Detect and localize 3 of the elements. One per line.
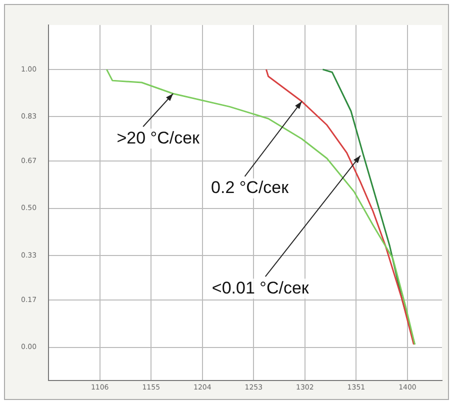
- annotation: <0.01 °C/сек: [212, 278, 310, 298]
- annotation: >20 °C/сек: [116, 128, 200, 148]
- annotation: 0.2 °C/сек: [211, 178, 290, 198]
